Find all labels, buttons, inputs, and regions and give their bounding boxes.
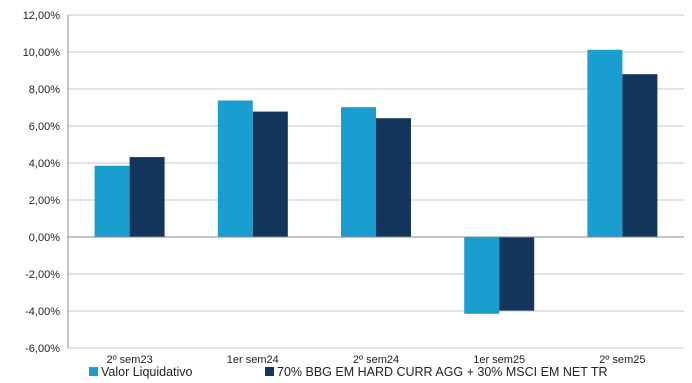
x-tick-label: 1er sem24 (227, 354, 279, 366)
y-tick-label: 10,00% (23, 47, 61, 59)
x-tick-label: 2º sem25 (599, 354, 645, 366)
y-tick-label: -2,00% (25, 269, 60, 281)
legend-swatch-2 (265, 367, 274, 376)
bar-series2-2 (376, 118, 411, 237)
bar-series2-3 (499, 237, 535, 311)
bar-series1-2 (341, 107, 376, 237)
y-tick-label: 12,00% (23, 10, 61, 22)
bar-series2-4 (622, 74, 658, 237)
y-tick-label: 6,00% (29, 121, 60, 133)
y-tick-label: -6,00% (25, 343, 60, 355)
y-tick-label: 0,00% (29, 232, 60, 244)
legend-label-1: Valor Liquidativo (101, 365, 193, 379)
bar-series1-4 (587, 49, 623, 237)
x-tick-label: 2º sem24 (353, 354, 399, 366)
bar-series2-0 (129, 157, 165, 237)
legend-swatch-1 (89, 367, 98, 376)
x-tick-label: 2º sem23 (106, 354, 152, 366)
x-tick-label: 1er sem25 (473, 354, 525, 366)
legend-label-2: 70% BBG EM HARD CURR AGG + 30% MSCI EM N… (277, 365, 608, 379)
y-tick-label: 8,00% (29, 84, 60, 96)
bar-series1-3 (464, 237, 500, 314)
bar-series1-0 (94, 165, 130, 237)
legend: Valor Liquidativo 70% BBG EM HARD CURR AG… (89, 365, 608, 379)
y-tick-label: -4,00% (25, 306, 60, 318)
bar-series1-1 (217, 100, 253, 237)
y-tick-label: 4,00% (29, 158, 60, 170)
bar-series2-1 (252, 111, 288, 237)
y-tick-label: 2,00% (29, 195, 60, 207)
